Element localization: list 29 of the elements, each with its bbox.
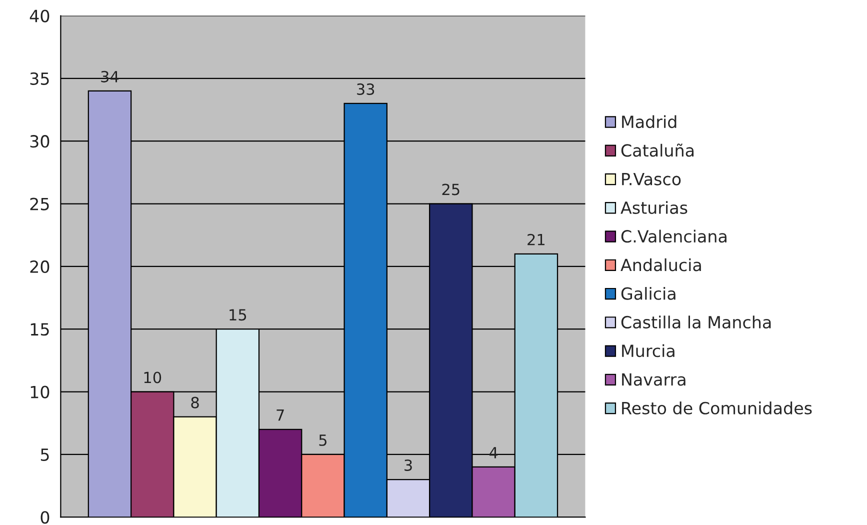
legend-label: Navarra [622, 373, 686, 386]
y-tick-label: 25 [30, 198, 49, 210]
legend-label: Asturias [620, 201, 688, 214]
y-tick-label: 35 [30, 72, 49, 85]
data-label: 10 [144, 372, 162, 384]
y-tick-label: 20 [30, 260, 50, 274]
data-label: 8 [191, 396, 199, 408]
y-tick-label: 40 [30, 10, 50, 22]
legend-label: Galicia [621, 287, 676, 300]
data-label: 21 [528, 234, 544, 246]
y-tick-label: 15 [30, 323, 49, 336]
legend-label: Cataluña [621, 144, 694, 157]
legend-label: C.Valenciana [621, 230, 726, 243]
data-label: 3 [404, 459, 412, 472]
data-label: 7 [276, 410, 284, 421]
legend-label: Andalucia [620, 258, 701, 272]
legend-label: Murcia [622, 344, 674, 358]
legend-label: Madrid [622, 115, 676, 128]
data-label: 33 [357, 83, 374, 95]
y-tick-label: 5 [40, 448, 49, 462]
y-tick-label: 30 [30, 135, 50, 148]
y-tick-label: 0 [40, 511, 50, 524]
data-label: 5 [319, 434, 326, 446]
y-tick-label: 10 [30, 386, 50, 398]
legend-label: P.Vasco [622, 172, 681, 186]
legend-label: Castilla la Mancha [621, 316, 771, 329]
legend-label: Resto de Comunidades [622, 402, 812, 414]
data-label: 25 [442, 184, 460, 196]
data-label: 15 [230, 309, 246, 321]
